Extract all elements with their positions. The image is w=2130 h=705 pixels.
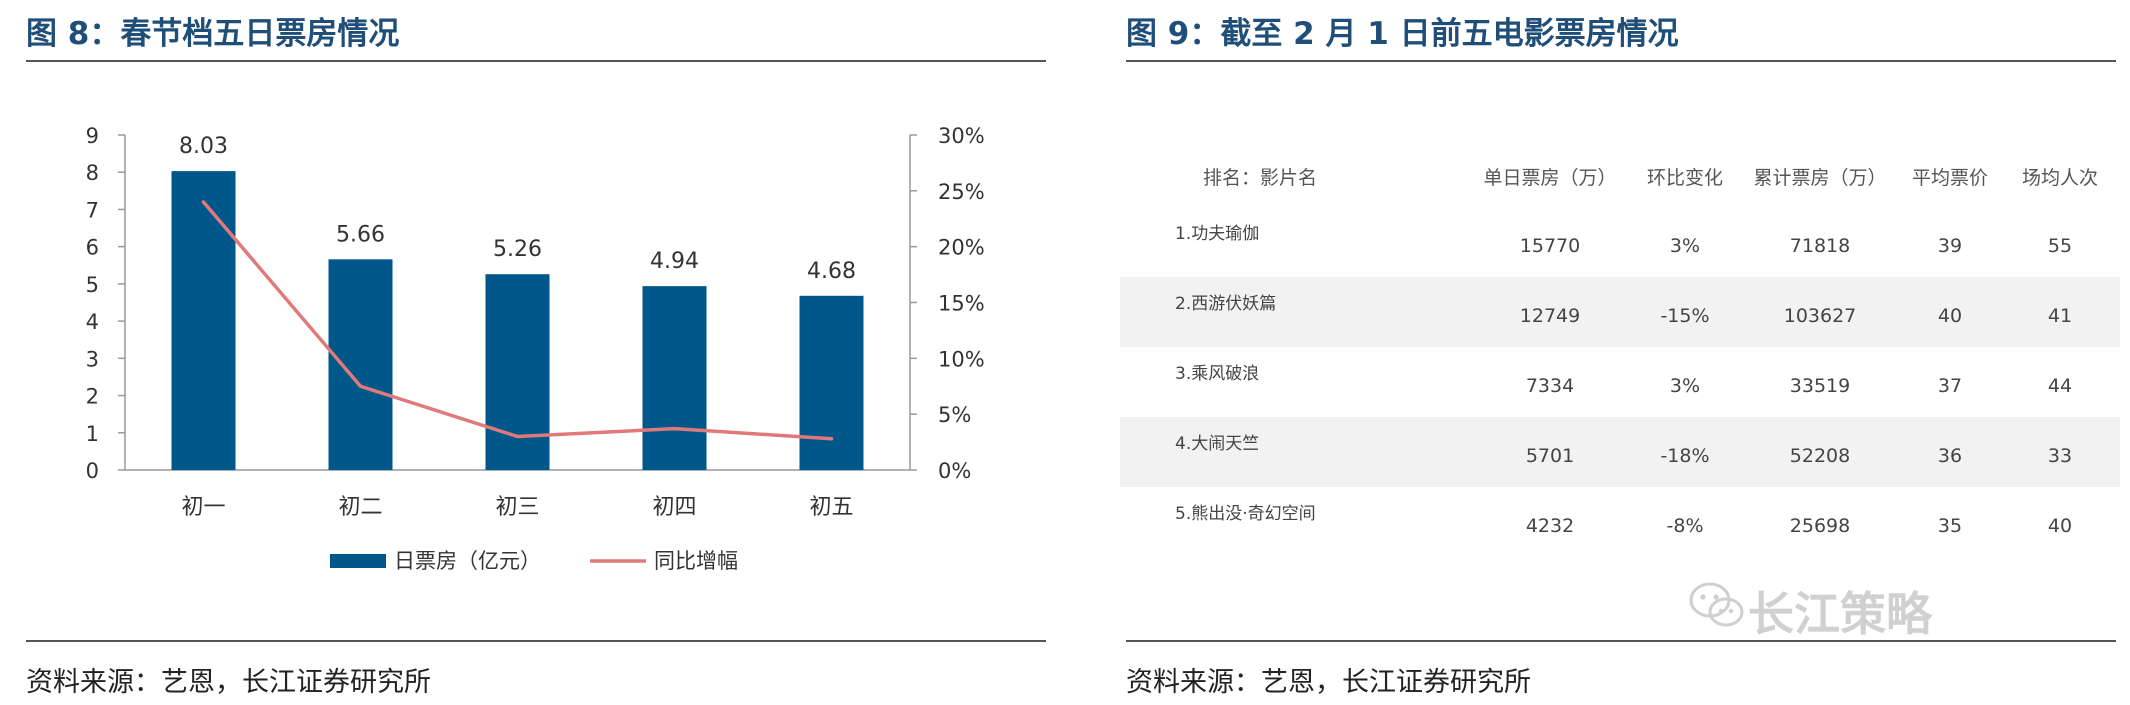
change: -18%: [1660, 445, 1710, 467]
bar: [328, 259, 393, 470]
movie-name: 2.西游伏妖篇: [1175, 294, 1277, 314]
growth-point: [672, 426, 677, 431]
y2-tick-label: 20%: [938, 236, 985, 260]
legend-swatch-bar: [330, 554, 386, 568]
y-tick-label: 8: [86, 161, 99, 185]
x-tick-label: 初二: [338, 495, 382, 520]
y-tick-label: 1: [86, 422, 99, 446]
y2-tick-label: 30%: [938, 124, 985, 148]
x-tick-label: 初一: [181, 495, 225, 520]
total-box-office: 33519: [1789, 375, 1851, 397]
y-tick-label: 0: [86, 459, 99, 483]
y2-tick-label: 0%: [938, 459, 971, 483]
avg-attendance: 55: [2047, 235, 2073, 257]
bar: [485, 274, 550, 470]
bar: [642, 286, 707, 470]
daily-box-office: 5701: [1525, 445, 1575, 467]
avg-price: 40: [1937, 305, 1963, 327]
x-tick-label: 初五: [809, 495, 853, 520]
avg-price: 36: [1937, 445, 1963, 467]
chart-source: 资料来源：艺恩，长江证券研究所: [26, 667, 431, 698]
y-tick-label: 6: [86, 236, 99, 260]
bar-data-label: 4.68: [807, 259, 856, 284]
box-office-chart: 0 1 2 3 4 5 6 7 8 9 0% 5% 10% 15% 20% 25% 30% 8.03 5.66 5.2…: [86, 124, 985, 573]
avg-attendance: 44: [2047, 375, 2073, 397]
y2-tick-label: 25%: [938, 180, 985, 204]
table-source: 资料来源：艺恩，长江证券研究所: [1126, 667, 1531, 698]
daily-box-office: 15770: [1519, 235, 1581, 257]
bar: [171, 171, 236, 470]
daily-box-office: 7334: [1525, 375, 1575, 397]
chart-title: 图 8：春节档五日票房情况: [26, 16, 400, 52]
header-change: 环比变化: [1646, 167, 1723, 189]
y2-tick-label: 10%: [938, 347, 985, 371]
y-tick-label: 4: [86, 310, 99, 334]
y-tick-label: 7: [86, 198, 99, 222]
avg-price: 39: [1937, 235, 1963, 257]
bar-data-label: 5.66: [336, 222, 385, 247]
header-total: 累计票房（万）: [1753, 167, 1887, 189]
header-daily: 单日票房（万）: [1483, 167, 1617, 189]
avg-attendance: 33: [2047, 445, 2073, 467]
total-box-office: 103627: [1783, 305, 1857, 327]
y-tick-label: 9: [86, 124, 99, 148]
change: 3%: [1669, 235, 1701, 257]
table-title: 图 9：截至 2 月 1 日前五电影票房情况: [1126, 16, 1679, 52]
movie-name: 4.大闹天竺: [1175, 434, 1260, 454]
x-tick-label: 初三: [495, 495, 539, 520]
avg-attendance: 41: [2047, 305, 2073, 327]
watermark-text: 长江策略: [1748, 587, 1932, 641]
avg-price: 37: [1937, 375, 1963, 397]
title-divider: [26, 60, 1046, 62]
movie-name: 5.熊出没·奇幻空间: [1175, 504, 1316, 524]
table-header: 排名：影片名 单日票房（万） 环比变化 累计票房（万） 平均票价 场均人次: [1120, 143, 2120, 207]
growth-point: [201, 200, 206, 204]
bar: [799, 295, 864, 470]
legend-label-line: 同比增幅: [654, 549, 738, 573]
bar-data-label: 4.94: [650, 249, 699, 274]
bar-data-label: 8.03: [179, 134, 228, 159]
y2-tick-label: 15%: [938, 292, 985, 316]
legend-label-bar: 日票房（亿元）: [394, 549, 541, 573]
table-row: 5.熊出没·奇幻空间 4232 -8% 25698 35 40: [1120, 487, 2120, 557]
y-tick-label: 2: [86, 385, 99, 409]
table-row: 4.大闹天竺 5701 -18% 52208 36 33: [1120, 417, 2120, 487]
source-divider-right: [1126, 640, 2116, 642]
growth-point: [515, 434, 520, 439]
table-row: 1.功夫瑜伽 15770 3% 71818 39 55: [1120, 207, 2120, 277]
header-rank-name: 排名：影片名: [1202, 167, 1317, 189]
bar-data-label: 5.26: [493, 237, 542, 262]
table-row: 2.西游伏妖篇 12749 -15% 103627 40 41: [1120, 277, 2120, 347]
y-tick-label: 5: [86, 273, 99, 297]
y2-tick-label: 5%: [938, 403, 971, 427]
header-price: 平均票价: [1911, 167, 1988, 189]
title-divider-right: [1126, 60, 2116, 62]
y-tick-label: 3: [86, 347, 99, 371]
header-avg: 场均人次: [2021, 167, 2098, 189]
total-box-office: 52208: [1789, 445, 1851, 467]
change: -8%: [1666, 515, 1704, 537]
daily-box-office: 12749: [1519, 305, 1581, 327]
movie-name: 3.乘风破浪: [1175, 364, 1260, 384]
avg-price: 35: [1937, 515, 1963, 537]
total-box-office: 71818: [1789, 235, 1851, 257]
growth-point: [358, 384, 363, 389]
source-divider: [26, 640, 1046, 642]
x-tick-label: 初四: [652, 495, 696, 520]
movie-name: 1.功夫瑜伽: [1175, 224, 1260, 244]
change: -15%: [1660, 305, 1710, 327]
table-row: 3.乘风破浪 7334 3% 33519 37 44: [1120, 347, 2120, 417]
avg-attendance: 40: [2047, 515, 2073, 537]
wechat-icon: [1689, 582, 1744, 627]
daily-box-office: 4232: [1525, 515, 1575, 537]
change: 3%: [1669, 375, 1701, 397]
total-box-office: 25698: [1789, 515, 1851, 537]
growth-point: [829, 436, 834, 441]
